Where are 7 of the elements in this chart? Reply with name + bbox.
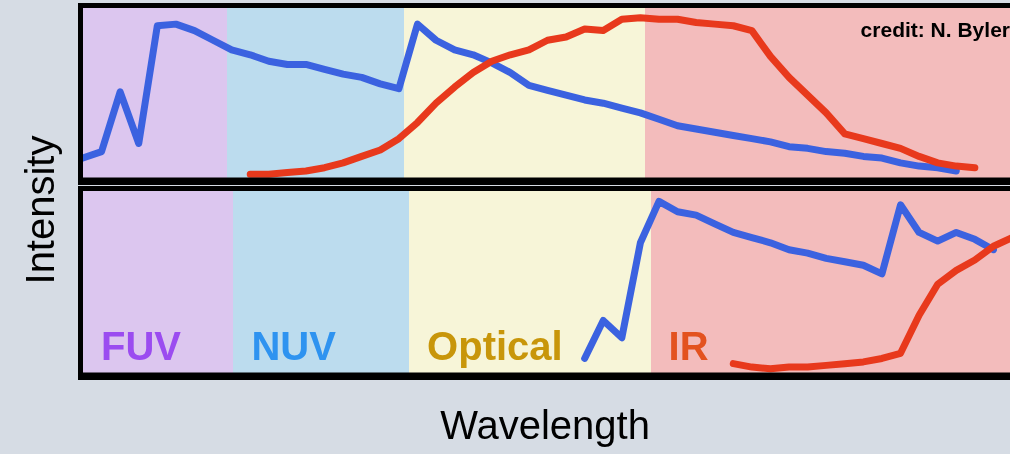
annotation: FUV — [101, 324, 181, 369]
annotation: NUV — [251, 324, 336, 369]
y-axis-title: Intensity — [17, 135, 63, 285]
annotation: IR — [668, 324, 709, 369]
annotation: credit: N. Byler — [860, 18, 1010, 42]
x-axis-title: Wavelength — [440, 402, 650, 448]
annotation: Optical — [427, 324, 563, 369]
